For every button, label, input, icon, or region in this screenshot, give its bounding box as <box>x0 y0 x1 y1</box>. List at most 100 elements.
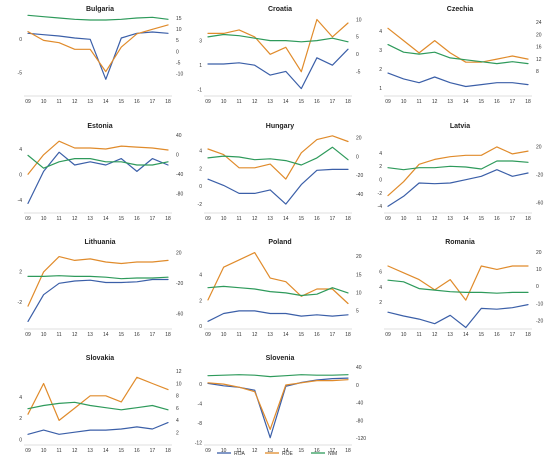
x-tick-label: 12 <box>72 216 78 222</box>
right-tick-label: 2 <box>176 431 179 437</box>
right-tick-label: 40 <box>356 365 362 371</box>
x-tick-label: 14 <box>283 99 289 105</box>
x-tick-label: 18 <box>165 448 171 454</box>
right-tick-label: -40 <box>176 172 183 178</box>
left-tick-label: -2 <box>198 202 203 208</box>
x-tick-label: 09 <box>205 448 211 454</box>
series-line-nim <box>27 154 169 169</box>
x-tick-label: 14 <box>463 99 469 105</box>
left-tick-label: 4 <box>379 29 382 35</box>
right-tick-label: 0 <box>176 49 179 55</box>
x-tick-label: 12 <box>252 99 258 105</box>
x-tick-label: 10 <box>41 332 47 338</box>
panel-croatia: Croatia 09 10 11 12 13 14 15 16 17 18 3 1 -1 10 5 0 -5 <box>198 6 362 105</box>
x-tick-label: 17 <box>330 332 336 338</box>
right-tick-label: 6 <box>176 406 179 412</box>
x-tick-label: 09 <box>205 216 211 222</box>
x-tick-label: 10 <box>41 216 47 222</box>
x-tick-label: 13 <box>447 99 453 105</box>
series-line-roe <box>27 24 169 73</box>
left-tick-label: -2 <box>378 191 383 197</box>
x-tick-label: 16 <box>134 216 140 222</box>
right-tick-label: -80 <box>176 191 183 197</box>
left-tick-label: -2 <box>18 300 23 306</box>
x-tick-label: 14 <box>103 448 109 454</box>
left-tick-label: -4 <box>18 198 23 204</box>
right-tick-label: -40 <box>356 192 363 198</box>
panel-title: Slovenia <box>266 355 295 362</box>
x-tick-label: 15 <box>299 332 305 338</box>
x-tick-label: 14 <box>283 448 289 454</box>
x-tick-label: 18 <box>525 332 531 338</box>
panel-title: Slovakia <box>86 355 115 362</box>
x-tick-label: 18 <box>345 448 351 454</box>
right-tick-label: 0 <box>356 154 359 160</box>
panel-title: Latvia <box>450 123 470 130</box>
left-tick-label: 0 <box>19 37 22 43</box>
x-tick-label: 15 <box>119 99 125 105</box>
x-tick-label: 16 <box>314 99 320 105</box>
panel-title: Croatia <box>268 6 292 13</box>
x-tick-label: 09 <box>25 448 31 454</box>
left-tick-label: 4 <box>199 149 202 155</box>
x-tick-label: 18 <box>525 99 531 105</box>
series-line-nim <box>207 33 349 43</box>
left-tick-label: 1 <box>199 63 202 69</box>
x-tick-label: 13 <box>87 99 93 105</box>
x-tick-label: 13 <box>267 216 273 222</box>
series-line-roa <box>387 304 529 329</box>
right-tick-label: 16 <box>536 45 542 51</box>
panel-title: Poland <box>268 239 291 246</box>
left-tick-label: 0 <box>19 172 22 178</box>
right-tick-label: 20 <box>536 32 542 38</box>
x-tick-label: 18 <box>525 216 531 222</box>
left-tick-label: 4 <box>19 147 22 153</box>
right-tick-label: -20 <box>536 173 543 179</box>
right-tick-label: -10 <box>536 301 543 307</box>
panel-title: Lithuania <box>84 239 115 246</box>
x-tick-label: 10 <box>41 99 47 105</box>
left-tick-label: -12 <box>195 440 202 446</box>
right-tick-label: 15 <box>356 272 362 278</box>
x-tick-label: 09 <box>385 216 391 222</box>
x-tick-label: 10 <box>401 216 407 222</box>
series-line-roe <box>387 27 529 63</box>
panel-romania: Romania 09 10 11 12 13 14 15 16 17 18 6 4 2 20 10 0 -10 -2… <box>379 239 543 338</box>
x-tick-label: 14 <box>103 332 109 338</box>
x-tick-label: 14 <box>103 216 109 222</box>
panel-slovenia: Slovenia 09 10 11 12 13 14 15 16 17 18 0 -4 -8 -12 40 0 -… <box>195 355 366 454</box>
x-tick-label: 17 <box>510 99 516 105</box>
x-tick-label: 17 <box>150 332 156 338</box>
x-tick-label: 18 <box>165 99 171 105</box>
right-tick-label: 8 <box>176 394 179 400</box>
x-tick-label: 11 <box>236 332 241 338</box>
panel-lithuania: Lithuania 09 10 11 12 13 14 15 16 17 18 2 -2 20 -20 -60 <box>18 239 184 338</box>
x-tick-label: 12 <box>432 332 438 338</box>
x-tick-label: 10 <box>221 99 227 105</box>
series-line-roa <box>207 377 349 439</box>
right-tick-label: 5 <box>356 35 359 41</box>
right-tick-label: 40 <box>176 133 182 139</box>
right-tick-label: -60 <box>176 312 183 318</box>
x-tick-label: 15 <box>299 99 305 105</box>
x-tick-label: 12 <box>72 448 78 454</box>
x-tick-label: 11 <box>56 216 61 222</box>
x-tick-label: 16 <box>134 99 140 105</box>
x-tick-label: 17 <box>150 448 156 454</box>
right-tick-label: -5 <box>356 70 361 76</box>
left-tick-label: 0 <box>19 438 22 444</box>
x-tick-label: 17 <box>150 216 156 222</box>
left-tick-label: -4 <box>378 204 383 210</box>
right-tick-label: -120 <box>356 436 366 442</box>
left-tick-label: 4 <box>379 285 382 291</box>
series-line-roa <box>387 72 529 88</box>
x-tick-label: 14 <box>283 216 289 222</box>
right-tick-label: 4 <box>176 418 179 424</box>
x-tick-label: 13 <box>447 332 453 338</box>
x-tick-label: 17 <box>150 99 156 105</box>
series-line-roa <box>27 278 169 322</box>
series-line-nim <box>207 374 349 378</box>
x-tick-label: 12 <box>432 99 438 105</box>
left-tick-label: 0 <box>199 382 202 388</box>
x-tick-label: 17 <box>510 216 516 222</box>
